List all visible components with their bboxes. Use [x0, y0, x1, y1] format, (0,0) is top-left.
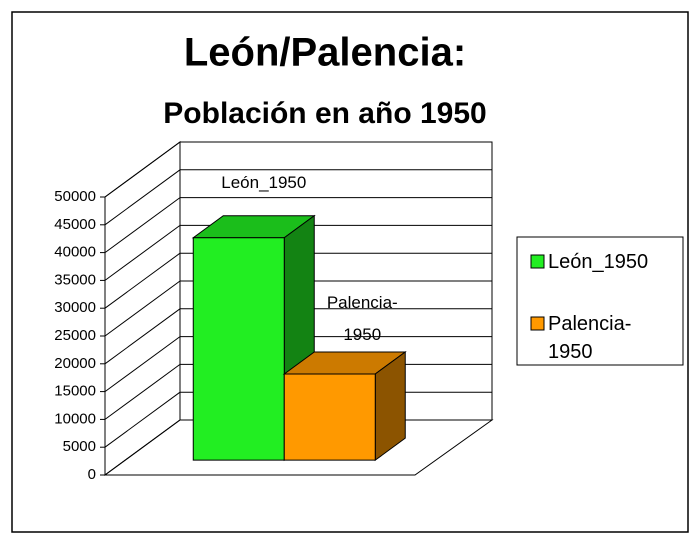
- chart-subtitle: Población en año 1950: [163, 97, 486, 130]
- bar-front: [283, 373, 376, 461]
- grid-line: [104, 419, 181, 476]
- grid-line: [104, 363, 181, 420]
- legend-label: León_1950: [548, 251, 649, 273]
- y-tick-label: 35000: [54, 271, 96, 288]
- bar-front: [192, 237, 285, 461]
- y-tick-label: 15000: [54, 383, 96, 400]
- grid-line: [104, 141, 181, 198]
- grid-line: [104, 308, 181, 365]
- data-label: Palencia-1950: [326, 292, 398, 344]
- y-tick-label: 0: [88, 466, 96, 483]
- bar: [282, 350, 407, 462]
- grid-line: [104, 252, 181, 309]
- y-tick-label: 50000: [54, 188, 96, 205]
- data-label: León_1950: [221, 172, 307, 192]
- y-tick-label: 40000: [54, 244, 96, 261]
- grid-line: [104, 224, 181, 281]
- legend-swatch: [530, 316, 545, 331]
- grid-line: [104, 336, 181, 393]
- grid-line: [104, 280, 181, 337]
- grid-line: [104, 197, 181, 254]
- y-tick-label: 25000: [54, 327, 96, 344]
- legend-box: [516, 236, 684, 366]
- grid-line: [104, 391, 181, 448]
- y-tick-label: 20000: [54, 355, 96, 372]
- chart-title: León/Palencia:: [184, 31, 466, 75]
- legend-label: Palencia-1950: [548, 313, 632, 363]
- y-tick-label: 30000: [54, 299, 96, 316]
- y-tick-label: 5000: [63, 438, 96, 455]
- y-tick-label: 10000: [54, 410, 96, 427]
- y-tick-label: 45000: [54, 216, 96, 233]
- legend-swatch: [530, 254, 545, 269]
- grid-line: [104, 169, 181, 226]
